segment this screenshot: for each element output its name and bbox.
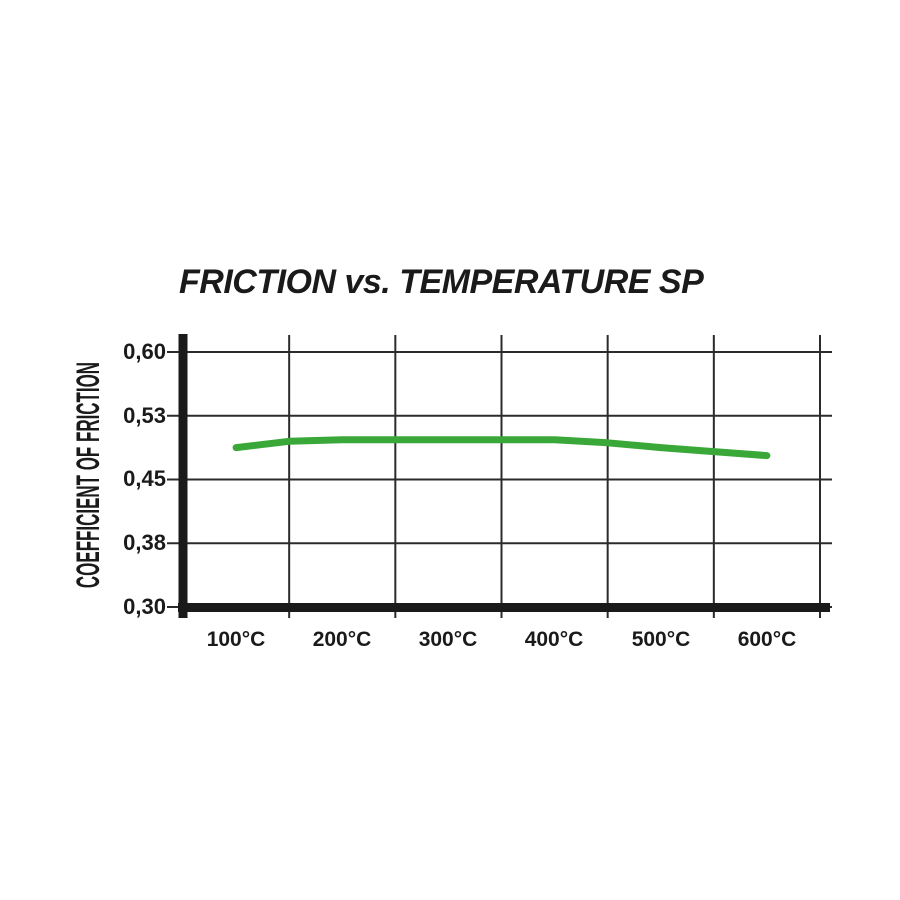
y-tick-label-038: 0,38 (123, 530, 166, 555)
y-tick-label-060: 0,60 (123, 339, 166, 364)
y-tick-label-053: 0,53 (123, 403, 166, 428)
axes (178, 334, 830, 618)
x-tick-label-200c: 200°C (312, 628, 372, 651)
x-tick-label-500c: 500°C (631, 628, 691, 651)
series-line-sp (232, 436, 771, 460)
grid-lines (167, 335, 832, 618)
x-tick-label-300c: 300°C (418, 628, 478, 651)
y-tick-label-030: 0,30 (123, 594, 166, 619)
chart-title: FRICTION vs. TEMPERATURE SP (179, 263, 704, 301)
x-tick-label-100c: 100°C (206, 628, 266, 651)
y-tick-label-045: 0,45 (123, 466, 166, 491)
x-tick-label-400c: 400°C (524, 628, 584, 651)
x-tick-label-600c: 600°C (737, 628, 797, 651)
